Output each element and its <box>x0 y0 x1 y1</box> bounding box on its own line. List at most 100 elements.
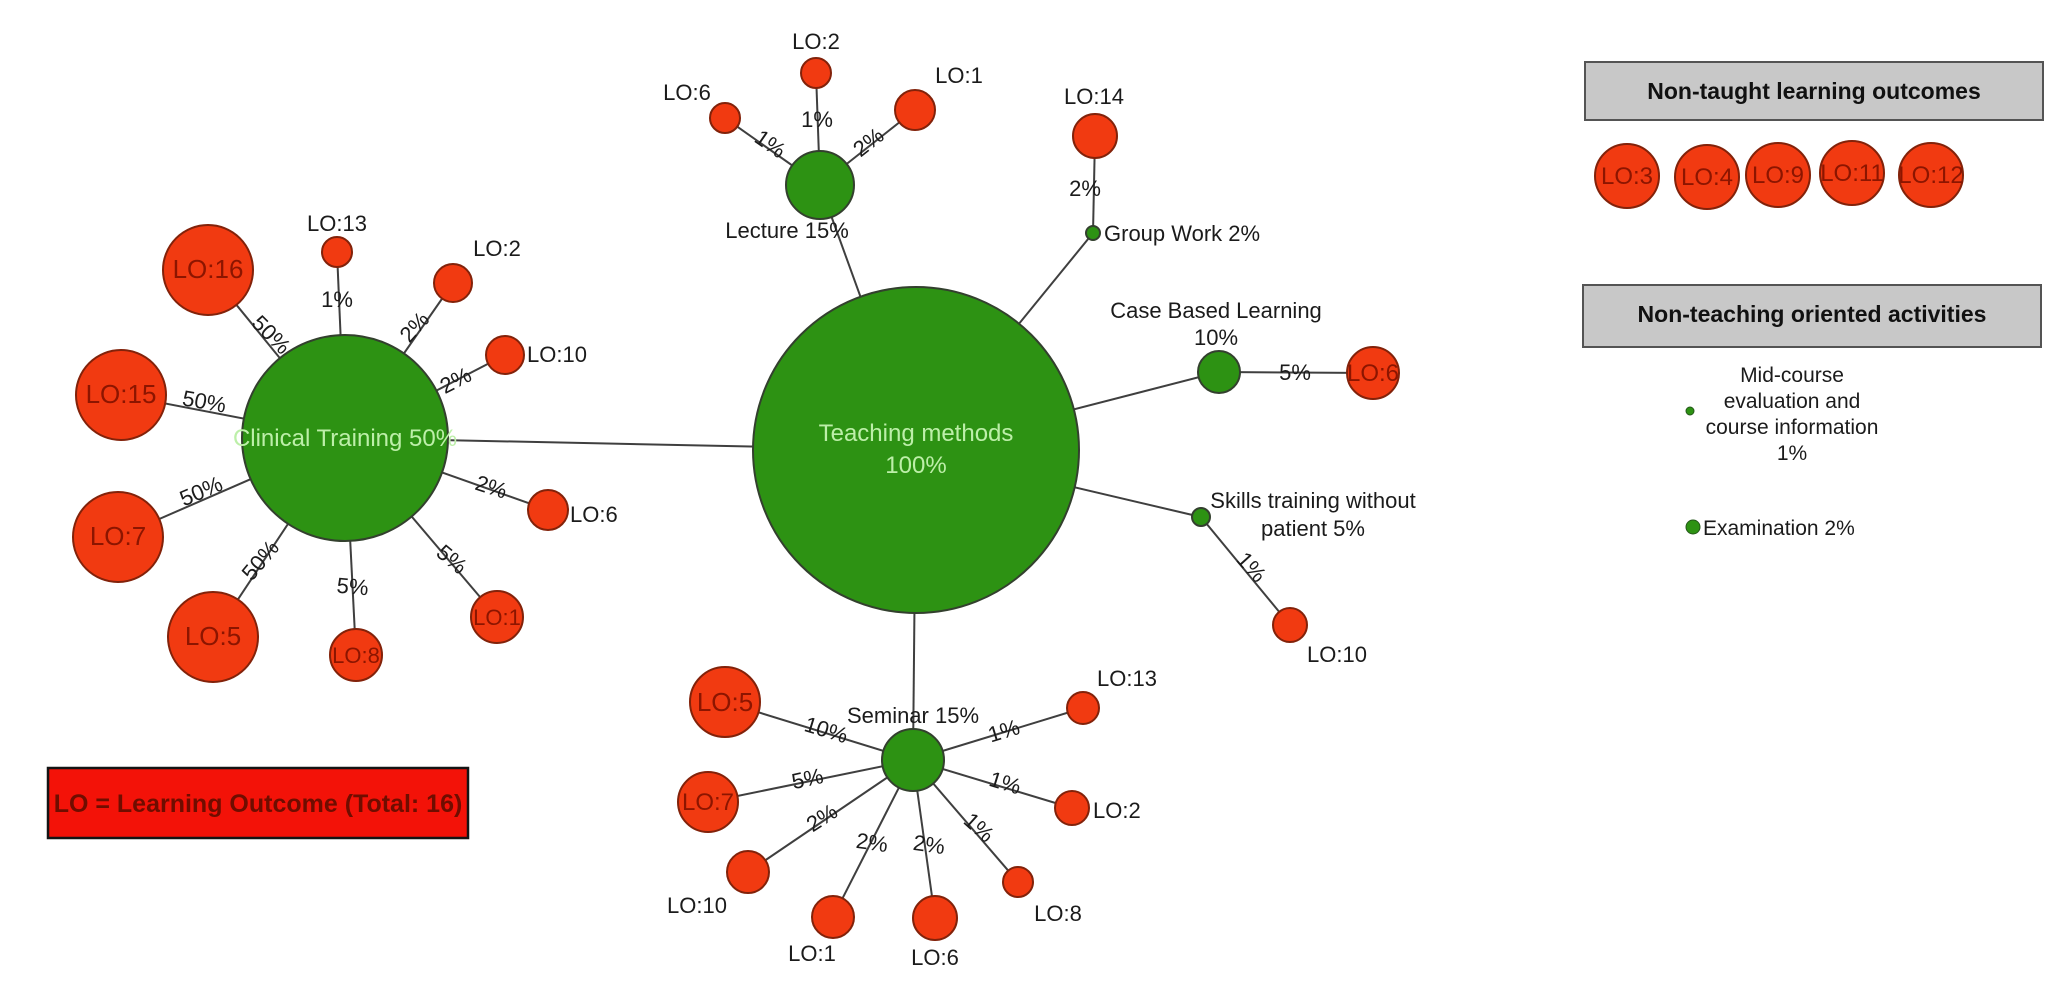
skills-title-line1: Skills training without <box>1210 488 1415 513</box>
lo15-label: LO:15 <box>86 379 157 409</box>
seminar-cluster: Seminar 15% LO:5 LO:7 LO:10 LO:1 LO:6 LO… <box>667 666 1157 970</box>
lo8-node <box>329 628 383 682</box>
teaching-methods-label-line1: Teaching methods <box>819 420 1014 447</box>
case-based-pct: 10% <box>1194 325 1238 350</box>
lo5-label: LO:5 <box>185 621 241 651</box>
examination-label: Examination 2% <box>1703 517 1855 540</box>
lo6-label: LO:6 <box>570 502 618 527</box>
mid-course-line3: course information <box>1706 416 1879 439</box>
pct-seminar-lo13: 1% <box>985 714 1023 747</box>
lecture-cluster: Lecture 15% LO:6 LO:2 LO:1 1% 1% 2% <box>663 29 983 243</box>
lo3-node <box>1594 143 1660 209</box>
teaching-methods-cluster: Teaching methods 100% <box>752 286 1080 614</box>
non-teaching-panel: Non-teaching oriented activities Mid-cou… <box>1582 284 2042 540</box>
seminar-lo7-label: LO:7 <box>682 789 734 816</box>
mid-course-dot <box>1685 406 1695 416</box>
pct-clinical-lo15: 50% <box>180 385 228 417</box>
lo5-node <box>167 591 259 683</box>
skills-lo10-node <box>1272 607 1308 643</box>
seminar-lo7-node <box>677 771 739 833</box>
case-based-node <box>1197 350 1241 394</box>
edge-seminar-lo7 <box>707 759 914 803</box>
lecture-lo1-label: LO:1 <box>935 63 983 88</box>
case-lo6-label: LO:6 <box>1347 360 1399 387</box>
pct-clinical-lo6: 2% <box>472 470 510 504</box>
lecture-label: Lecture 15% <box>725 218 849 243</box>
edge-skills-lo10 <box>1200 516 1291 626</box>
lecture-lo6-node <box>709 102 741 134</box>
pct-lecture-lo6: 1% <box>750 124 790 163</box>
lecture-lo2-label: LO:2 <box>792 29 840 54</box>
pct-clinical-lo10: 2% <box>436 362 476 399</box>
lo7-label: LO:7 <box>90 521 146 551</box>
teaching-methods-label-line2: 100% <box>885 452 946 479</box>
pct-lecture-lo2: 1% <box>801 107 833 132</box>
lo6-node <box>527 489 569 531</box>
legend-box <box>46 766 470 840</box>
legend-text: LO = Learning Outcome (Total: 16) <box>54 790 463 818</box>
legend: LO = Learning Outcome (Total: 16) <box>46 766 470 840</box>
pct-lecture-lo1: 2% <box>848 122 888 161</box>
non-teaching-header: Non-teaching oriented activities <box>1638 301 1987 327</box>
pct-seminar-lo6: 2% <box>912 830 947 859</box>
lo13-node <box>321 236 353 268</box>
pct-clinical-lo5: 50% <box>237 535 284 585</box>
non-teaching-header-box <box>1582 284 2042 348</box>
case-lo6-node <box>1346 346 1400 400</box>
lecture-lo1-node <box>894 89 936 131</box>
pct-clinical-lo7: 50% <box>176 471 226 511</box>
clinical-cluster: Clinical Training 50% LO:16 LO:15 LO:7 L… <box>72 211 618 683</box>
pct-clinical-lo13: 1% <box>321 287 353 312</box>
lo9-node <box>1745 142 1811 208</box>
seminar-lo13-label: LO:13 <box>1097 666 1157 691</box>
lo12-node <box>1898 142 1964 208</box>
lo13-label: LO:13 <box>307 211 367 236</box>
lo4-node <box>1674 144 1740 210</box>
pct-seminar-lo5: 10% <box>801 711 850 748</box>
lo1-label: LO:1 <box>473 605 521 630</box>
pct-seminar-lo8: 1% <box>959 807 999 847</box>
seminar-lo2-node <box>1054 790 1090 826</box>
lo15-node <box>75 349 167 441</box>
seminar-lo6-node <box>912 895 958 941</box>
teaching-methods-node <box>752 286 1080 614</box>
lo11-label: LO:11 <box>1820 160 1884 187</box>
lo12-label: LO:12 <box>1898 162 1963 189</box>
seminar-lo8-label: LO:8 <box>1034 901 1082 926</box>
seminar-lo10-node <box>726 850 770 894</box>
lo14-label: LO:14 <box>1064 84 1124 109</box>
case-based-cluster: Case Based Learning 10% LO:6 5% <box>1110 298 1400 400</box>
lo9-label: LO:9 <box>1752 162 1804 189</box>
lo2-node <box>433 263 473 303</box>
seminar-lo6-label: LO:6 <box>911 945 959 970</box>
skills-lo10-label: LO:10 <box>1307 642 1367 667</box>
seminar-node <box>881 728 945 792</box>
examination-dot <box>1685 519 1701 535</box>
pct-seminar-lo7: 5% <box>789 763 825 794</box>
mid-course-line4: 1% <box>1777 442 1807 465</box>
pct-clinical-lo2: 2% <box>394 307 434 347</box>
seminar-label: Seminar 15% <box>847 703 979 728</box>
lo14-node <box>1072 113 1118 159</box>
seminar-lo8-node <box>1002 866 1034 898</box>
lo4-label: LO:4 <box>1681 164 1733 191</box>
clinical-training-label: Clinical Training 50% <box>233 425 457 452</box>
lo3-label: LO:3 <box>1601 163 1653 190</box>
pct-skills-lo10: 1% <box>1232 547 1272 587</box>
lo8-label: LO:8 <box>332 643 380 668</box>
lo16-node <box>162 224 254 316</box>
seminar-lo1-label: LO:1 <box>788 941 836 966</box>
seminar-lo10-label: LO:10 <box>667 893 727 918</box>
mid-course-line1: Mid-course <box>1740 364 1844 387</box>
group-work-node <box>1085 225 1101 241</box>
lecture-lo6-label: LO:6 <box>663 80 711 105</box>
pct-seminar-lo1: 2% <box>855 828 890 857</box>
lo16-label: LO:16 <box>173 254 244 284</box>
seminar-lo1-node <box>811 895 855 939</box>
seminar-lo5-label: LO:5 <box>697 687 753 717</box>
lo2-label: LO:2 <box>473 236 521 261</box>
skills-training-node <box>1191 507 1211 527</box>
lo11-node <box>1819 140 1885 206</box>
lo10-label: LO:10 <box>527 342 587 367</box>
